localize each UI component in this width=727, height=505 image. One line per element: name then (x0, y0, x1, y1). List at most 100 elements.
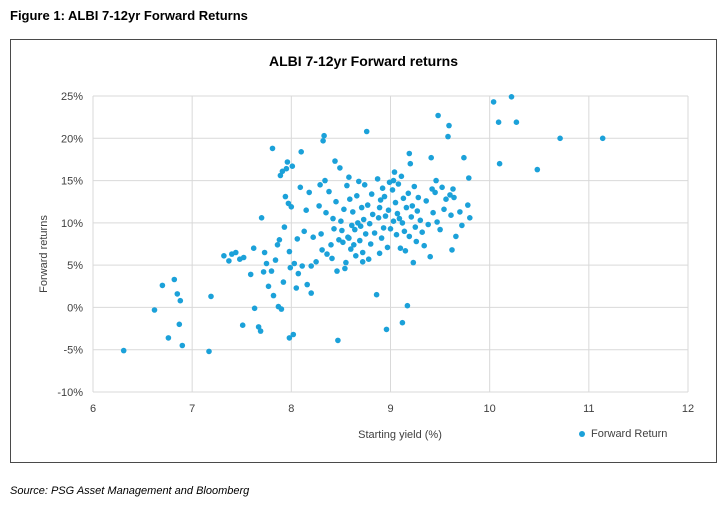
data-point (348, 246, 354, 252)
data-point (381, 193, 388, 200)
data-point (120, 347, 127, 354)
data-point (443, 196, 449, 202)
data-point (410, 259, 417, 266)
data-point (363, 128, 370, 135)
data-point (557, 135, 563, 142)
data-point (508, 94, 515, 100)
data-point (366, 220, 373, 227)
data-point (432, 189, 438, 196)
x-tick-label: 8 (288, 403, 294, 415)
data-point (439, 184, 445, 191)
data-point (451, 194, 457, 201)
data-point (293, 285, 300, 291)
data-point (334, 268, 340, 274)
data-point (255, 324, 262, 330)
data-point (379, 185, 386, 191)
data-point (385, 207, 392, 213)
data-point (322, 177, 328, 184)
data-point (414, 208, 421, 214)
data-point (466, 175, 472, 181)
y-tick-label: -5% (63, 345, 83, 357)
data-point (308, 263, 315, 269)
data-point (377, 197, 384, 203)
source-note: Source: PSG Asset Management and Bloombe… (10, 485, 250, 497)
legend-marker (579, 431, 585, 437)
data-point (390, 218, 397, 224)
data-point (313, 259, 319, 265)
y-tick-label: 15% (61, 176, 83, 188)
data-point (459, 222, 465, 229)
data-point (350, 209, 356, 215)
data-point (321, 132, 327, 139)
data-point (276, 237, 283, 243)
x-tick-label: 6 (90, 403, 96, 415)
data-point (354, 193, 360, 199)
data-point (291, 260, 298, 267)
data-point (413, 238, 420, 245)
data-point (257, 328, 264, 334)
data-point (347, 196, 353, 202)
legend: Forward Return (579, 428, 667, 440)
data-point (336, 237, 342, 243)
data-point (419, 229, 426, 235)
x-tick-label: 11 (583, 403, 594, 415)
data-point (281, 224, 288, 230)
data-point (338, 218, 344, 224)
data-point (382, 213, 389, 219)
data-point (404, 302, 411, 309)
data-point (376, 250, 383, 257)
data-point (282, 193, 289, 200)
data-point (179, 342, 186, 349)
data-point (286, 335, 293, 341)
data-point (400, 195, 407, 202)
data-point (513, 119, 520, 125)
data-point (320, 138, 326, 144)
data-point (341, 206, 347, 213)
data-point (376, 204, 383, 211)
data-point (395, 181, 402, 187)
data-point (333, 198, 339, 205)
data-point (288, 204, 295, 210)
data-point (374, 176, 381, 182)
data-point (337, 165, 343, 171)
data-point (461, 154, 467, 161)
data-point (387, 226, 394, 232)
data-point (362, 231, 369, 237)
data-point (226, 258, 232, 264)
data-point (290, 331, 297, 338)
data-point (412, 224, 419, 230)
data-point (390, 177, 397, 184)
data-point (344, 182, 350, 189)
data-point (425, 221, 432, 228)
data-point (393, 231, 400, 238)
x-tick-labels: 6 7 8 9 10 11 12 (90, 403, 694, 415)
chart-title: ALBI 7-12yr Forward returns (268, 53, 459, 69)
data-point (427, 253, 434, 260)
data-point (340, 239, 346, 246)
data-point (399, 319, 406, 326)
data-point (430, 209, 436, 216)
data-point (406, 233, 413, 240)
data-point (397, 245, 404, 251)
data-point (453, 233, 459, 240)
data-point (299, 263, 306, 269)
data-point (406, 150, 413, 157)
data-point (411, 183, 418, 190)
data-point (298, 149, 305, 155)
data-point (318, 231, 324, 237)
data-point (332, 158, 338, 164)
data-point (435, 112, 441, 119)
data-point (364, 202, 371, 208)
data-point (457, 209, 463, 215)
data-point (358, 204, 365, 211)
data-point (346, 235, 352, 241)
data-point (368, 191, 375, 197)
data-point (330, 215, 336, 222)
data-point (490, 99, 497, 105)
data-point (495, 119, 502, 125)
data-point (294, 236, 301, 242)
data-point (357, 237, 363, 244)
data-point (441, 206, 447, 213)
data-point (437, 226, 443, 233)
data-point (247, 271, 254, 278)
